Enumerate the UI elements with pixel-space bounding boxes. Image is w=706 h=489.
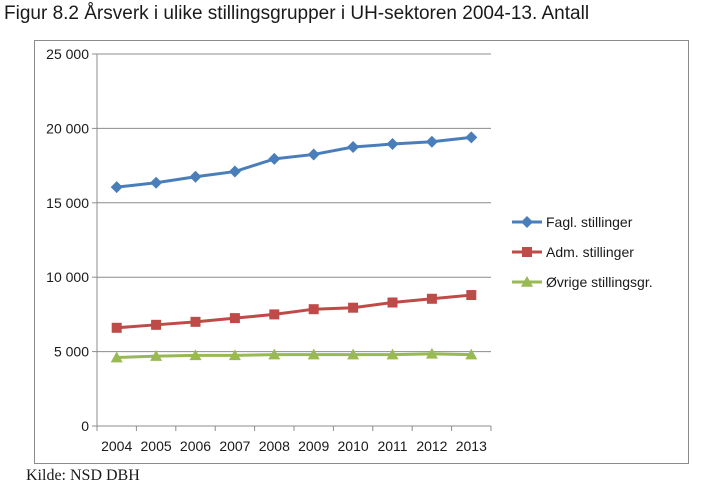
x-tick-label: 2013 (456, 438, 487, 454)
data-point (190, 316, 201, 327)
x-tick-label: 2007 (219, 438, 250, 454)
data-point (189, 170, 202, 183)
data-point (268, 152, 281, 165)
series (110, 131, 478, 363)
data-point (347, 348, 360, 360)
data-point (228, 165, 241, 178)
legend: Fagl. stillinger Adm. stillinger Øvrige st… (512, 214, 653, 290)
axes (92, 53, 492, 431)
series-line (116, 293, 472, 330)
legend-label: Fagl. stillinger (546, 214, 633, 230)
y-tick-label: 10 000 (46, 269, 89, 285)
data-point (268, 348, 281, 360)
y-tick-labels: 0 5 000 10 000 15 000 20 000 25 000 (46, 46, 89, 434)
y-tick-label: 20 000 (46, 120, 89, 136)
data-point (189, 349, 202, 361)
data-point (465, 348, 478, 360)
data-point (466, 290, 477, 301)
data-point (425, 347, 438, 359)
data-point (269, 309, 280, 320)
y-tick-label: 15 000 (46, 195, 89, 211)
x-tick-labels: 2004 2005 2006 2007 2008 2009 2010 2011 2012 2013 (101, 438, 487, 454)
data-point (386, 138, 399, 151)
data-point (348, 302, 359, 313)
series-line (116, 352, 472, 360)
data-point (150, 176, 163, 189)
data-point (425, 135, 438, 148)
series-vrige-stillingsgr (110, 347, 478, 363)
legend-label: Adm. stillinger (546, 244, 634, 260)
legend-swatch-marker (521, 216, 533, 228)
data-point (347, 141, 360, 153)
data-point (387, 297, 398, 308)
data-point (426, 293, 437, 304)
data-point (151, 319, 162, 330)
data-point (307, 148, 320, 161)
data-point (228, 349, 241, 361)
legend-swatch-marker (521, 276, 533, 287)
x-tick-label: 2004 (101, 438, 132, 454)
x-tick-label: 2010 (338, 438, 369, 454)
legend-item-vrige-stillingsgr: Øvrige stillingsgr. (512, 274, 653, 290)
x-tick-label: 2005 (141, 438, 172, 454)
legend-item-fagl-stillinger: Fagl. stillinger (512, 214, 633, 230)
y-tick-label: 25 000 (46, 46, 89, 62)
x-tick-label: 2009 (298, 438, 329, 454)
legend-swatch-marker (522, 247, 532, 257)
figure-title: Figur 8.2 Årsverk i ulike stillingsgrupp… (4, 3, 590, 24)
data-point (110, 181, 123, 194)
y-tick-label: 5 000 (54, 344, 89, 360)
x-tick-label: 2006 (180, 438, 211, 454)
x-tick-label: 2008 (259, 438, 290, 454)
data-point (111, 322, 122, 333)
series-adm-stillinger (111, 290, 477, 333)
data-point (110, 351, 123, 363)
series-line (116, 135, 472, 189)
gridlines (97, 53, 491, 353)
x-tick-label: 2012 (416, 438, 447, 454)
chart-frame (34, 40, 689, 464)
data-point (150, 350, 163, 361)
y-tick-label: 0 (81, 418, 89, 434)
data-point (386, 348, 399, 360)
legend-label: Øvrige stillingsgr. (546, 274, 653, 290)
x-tick-label: 2011 (377, 438, 407, 454)
legend-item-adm-stillinger: Adm. stillinger (512, 244, 634, 260)
source-note: Kilde: NSD DBH (26, 467, 140, 484)
data-point (308, 304, 319, 315)
data-point (307, 348, 320, 360)
data-point (465, 131, 478, 144)
data-point (229, 313, 240, 324)
series-fagl-stillinger (110, 131, 478, 194)
